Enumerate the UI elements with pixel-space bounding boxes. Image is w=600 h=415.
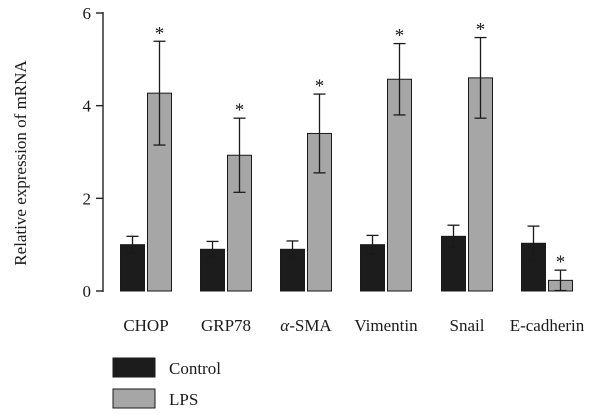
bar-control-1 bbox=[200, 248, 225, 292]
y-tick-label: 6 bbox=[83, 4, 92, 23]
significance-asterisk: * bbox=[155, 23, 165, 44]
significance-asterisk: * bbox=[476, 20, 486, 41]
x-tick-label: E-cadherin bbox=[510, 316, 585, 335]
legend-label: Control bbox=[169, 359, 221, 378]
x-tick-label: CHOP bbox=[123, 316, 168, 335]
legend-swatch-lps bbox=[112, 388, 156, 409]
legend-label: LPS bbox=[169, 390, 198, 409]
bars bbox=[120, 77, 573, 292]
legend-swatch-control bbox=[112, 357, 156, 378]
y-tick-label: 4 bbox=[83, 97, 92, 116]
y-tick-label: 0 bbox=[83, 282, 92, 301]
x-axis: CHOP GRP78 α-SMA Vimentin Snail E-cadherin bbox=[123, 316, 584, 335]
x-tick-label: Snail bbox=[450, 316, 485, 335]
y-axis: 0 2 4 6 bbox=[83, 4, 104, 301]
significance-asterisk: * bbox=[315, 76, 325, 97]
x-tick-label: α-SMA bbox=[280, 316, 332, 335]
error-bars bbox=[126, 36, 567, 292]
significance-asterisk: * bbox=[235, 100, 245, 121]
significance-asterisk: * bbox=[556, 252, 566, 273]
x-tick-label: Vimentin bbox=[354, 316, 418, 335]
x-tick-label: GRP78 bbox=[201, 316, 251, 335]
y-tick-label: 2 bbox=[83, 189, 92, 208]
significance-asterisk: * bbox=[395, 26, 405, 47]
significance-marks: * * * * * * bbox=[155, 20, 566, 274]
legend: Control LPS bbox=[112, 357, 221, 409]
y-axis-label: Relative expression of mRNA bbox=[11, 60, 30, 266]
